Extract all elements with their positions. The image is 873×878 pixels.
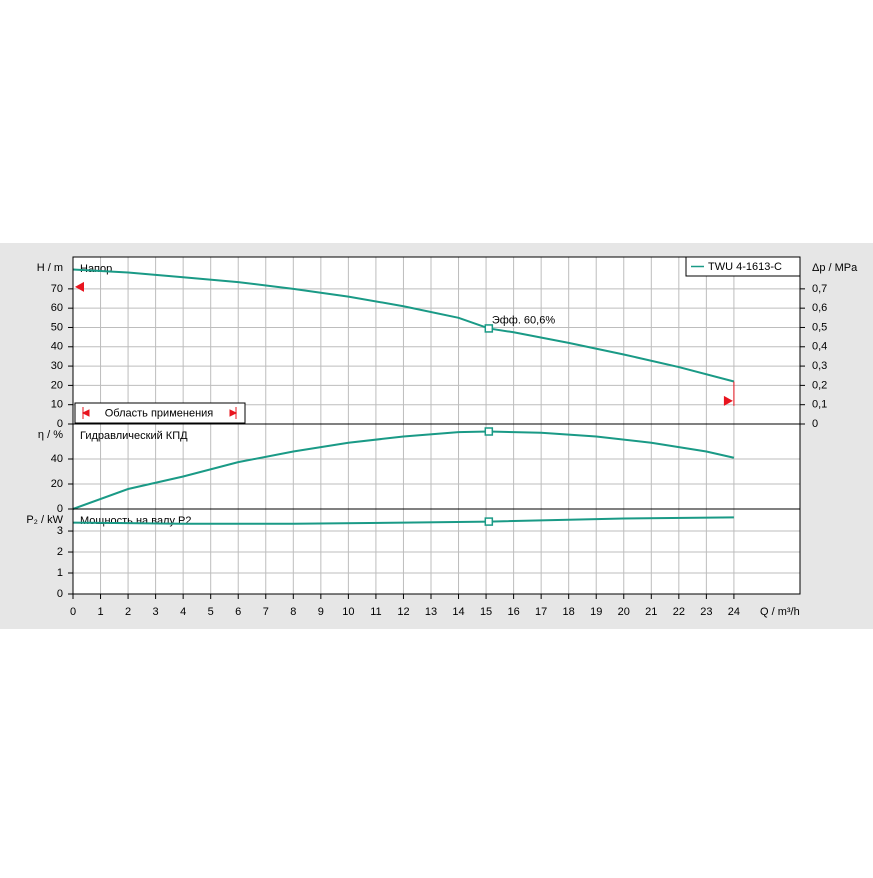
x-tick-label: 21 xyxy=(645,606,657,618)
y2-tick-label: 0,6 xyxy=(812,302,827,314)
curve xyxy=(72,516,734,525)
y-tick-label: 40 xyxy=(51,453,63,465)
y-tick-label: 40 xyxy=(51,341,63,353)
y-tick-label: 10 xyxy=(51,399,63,411)
x-tick-label: 6 xyxy=(235,606,241,618)
y2-tick-label: 0,7 xyxy=(812,283,827,295)
range-marker xyxy=(723,395,733,406)
x-tick-label: 9 xyxy=(318,606,324,618)
y-tick-label: 20 xyxy=(51,379,63,391)
y-tick-label: 0 xyxy=(57,418,63,430)
x-tick-label: 2 xyxy=(125,606,131,618)
operating-point xyxy=(484,517,494,526)
y2-tick-label: 0 xyxy=(812,418,818,430)
curve xyxy=(72,430,735,510)
y-tick-label: 0 xyxy=(57,588,63,600)
x-tick-label: 4 xyxy=(180,606,186,618)
y-tick-label: 0 xyxy=(57,503,63,515)
y2-tick-label: 0,4 xyxy=(812,341,827,353)
range-label: Область применения xyxy=(105,407,214,419)
x-axis-label: Q / m³/h xyxy=(760,606,800,618)
x-tick-label: 17 xyxy=(535,606,547,618)
y-axis-label: P₂ / kW xyxy=(26,514,63,526)
range-arrows xyxy=(81,407,238,419)
x-tick-label: 7 xyxy=(263,606,269,618)
x-tick-label: 19 xyxy=(590,606,602,618)
x-tick-label: 12 xyxy=(397,606,409,618)
x-tick-label: 22 xyxy=(673,606,685,618)
operating-point xyxy=(484,324,494,333)
x-tick-label: 10 xyxy=(342,606,354,618)
x-tick-label: 11 xyxy=(370,606,381,618)
x-tick-label: 3 xyxy=(153,606,159,618)
y2-tick-label: 0,1 xyxy=(812,399,827,411)
x-tick-label: 1 xyxy=(97,606,103,618)
y-axis-label: H / m xyxy=(37,262,63,274)
operating-point-label: Эфф. 60,6% xyxy=(492,314,556,326)
legend-label: TWU 4-1613-C xyxy=(708,261,782,273)
x-tick-label: 5 xyxy=(208,606,214,618)
y-tick-label: 30 xyxy=(51,360,63,372)
y-tick-label: 50 xyxy=(51,321,63,333)
x-tick-label: 14 xyxy=(452,606,464,618)
y-tick-label: 70 xyxy=(51,283,63,295)
y-tick-label: 3 xyxy=(57,525,63,537)
y-axis-label: η / % xyxy=(38,429,63,441)
range-marker xyxy=(75,281,84,292)
panel-label: Мощность на валу P2 xyxy=(80,515,192,527)
plot-area xyxy=(73,257,800,594)
panel-label: Гидравлический КПД xyxy=(80,430,188,442)
y-tick-label: 20 xyxy=(51,478,63,490)
panel-label: Напор xyxy=(80,263,112,275)
y-tick-label: 2 xyxy=(57,546,63,558)
x-tick-label: 18 xyxy=(563,606,575,618)
y-tick-label: 1 xyxy=(57,567,63,579)
range-box xyxy=(74,402,246,424)
operating-point xyxy=(484,427,494,436)
x-tick-label: 0 xyxy=(70,606,76,618)
x-tick-label: 20 xyxy=(618,606,630,618)
x-tick-label: 8 xyxy=(290,606,296,618)
y2-axis-label: Δp / MPa xyxy=(812,262,858,274)
x-tick-label: 16 xyxy=(507,606,519,618)
y-tick-label: 60 xyxy=(51,302,63,314)
y2-tick-label: 0,3 xyxy=(812,360,827,372)
x-tick-label: 24 xyxy=(728,606,740,618)
x-tick-label: 13 xyxy=(425,606,437,618)
curve xyxy=(72,268,735,383)
y2-tick-label: 0,2 xyxy=(812,379,827,391)
plot-border xyxy=(72,256,801,595)
x-tick-label: 15 xyxy=(480,606,492,618)
x-tick-label: 23 xyxy=(700,606,712,618)
y2-tick-label: 0,5 xyxy=(812,321,827,333)
